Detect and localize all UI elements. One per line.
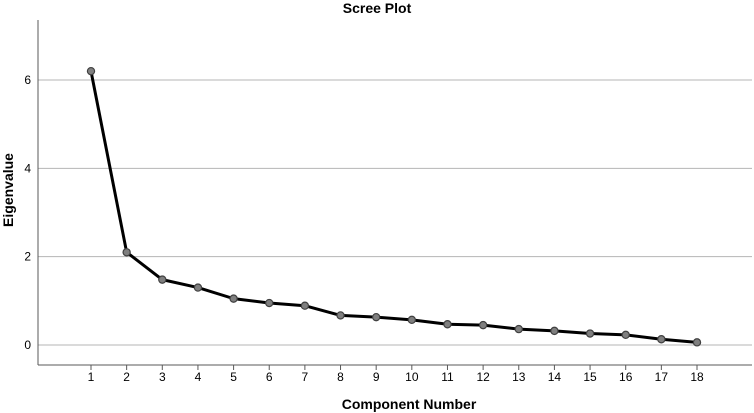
y-tick-labels: 0 2 4 6 [24,73,31,352]
x-tick-label-10: 10 [405,370,419,384]
x-tick-label-9: 9 [373,370,380,384]
x-tick-label-18: 18 [690,370,704,384]
y-tick-label-0: 0 [24,338,31,352]
x-tick-label-12: 12 [476,370,490,384]
x-tick-label-13: 13 [512,370,526,384]
x-axis-label: Component Number [342,396,477,412]
data-point-13 [514,324,523,334]
x-tick-label-5: 5 [230,370,237,384]
data-point-15 [585,329,595,338]
y-axis-label: Eigenvalue [0,153,16,227]
data-points [86,66,702,347]
data-point-17 [657,335,666,344]
axes [37,20,752,370]
x-tick-label-2: 2 [123,370,130,384]
x-tick-label-4: 4 [195,370,202,384]
y-tick-label-6: 6 [24,73,31,87]
y-tick-label-4: 4 [24,161,31,175]
data-point-12 [478,320,488,330]
series-line [89,69,699,344]
chart-title: Scree Plot [343,0,412,16]
x-tick-label-1: 1 [88,370,95,384]
x-tick-labels: 1 2 3 4 5 6 7 8 9 10 11 12 13 14 15 16 17 18 [88,370,704,384]
y-tick-label-2: 2 [24,250,31,264]
x-tick-label-7: 7 [302,370,309,384]
x-tick-label-6: 6 [266,370,273,384]
x-tick-label-11: 11 [441,370,454,384]
x-tick-label-14: 14 [548,370,562,384]
data-point-6 [265,298,274,308]
data-point-10 [407,315,417,325]
grid-lines [38,79,752,346]
series-eigenvalue [89,69,699,344]
data-point-9 [371,312,381,322]
data-point-4 [193,283,203,292]
data-point-8 [336,311,345,320]
x-tick-label-3: 3 [159,370,166,384]
data-point-18 [692,338,702,347]
data-point-3 [158,275,167,284]
data-point-16 [621,330,630,340]
data-point-2 [122,248,131,257]
x-tick-label-8: 8 [337,370,344,384]
x-tick-label-17: 17 [655,370,669,384]
data-point-5 [229,294,238,303]
data-point-11 [443,320,452,329]
x-tick-label-15: 15 [583,370,597,384]
x-tick-label-16: 16 [619,370,633,384]
data-point-7 [300,301,310,310]
data-point-1 [86,66,96,76]
data-point-14 [550,326,559,336]
